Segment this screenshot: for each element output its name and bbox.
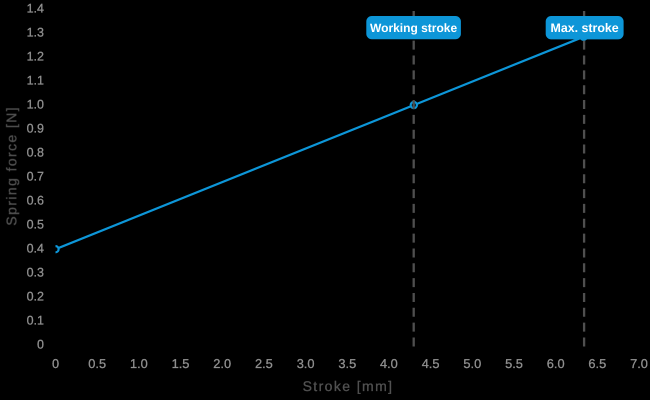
svg-text:0.2: 0.2 [27, 290, 44, 304]
svg-text:5.0: 5.0 [463, 356, 481, 371]
svg-text:0.1: 0.1 [27, 314, 44, 328]
svg-text:1.1: 1.1 [27, 74, 44, 88]
svg-text:0.8: 0.8 [27, 146, 44, 160]
svg-text:3.5: 3.5 [338, 356, 356, 371]
svg-text:0.6: 0.6 [27, 194, 44, 208]
svg-text:0.7: 0.7 [27, 170, 44, 184]
svg-text:6.0: 6.0 [547, 356, 565, 371]
svg-text:6.5: 6.5 [588, 356, 606, 371]
svg-text:Spring force [N]: Spring force [N] [3, 106, 19, 226]
svg-text:Max. stroke: Max. stroke [551, 21, 619, 35]
svg-text:0: 0 [52, 356, 59, 371]
svg-text:4.5: 4.5 [422, 356, 440, 371]
svg-text:0.5: 0.5 [88, 356, 106, 371]
svg-text:Working stroke: Working stroke [370, 21, 457, 35]
svg-text:0.5: 0.5 [27, 218, 44, 232]
svg-text:1.4: 1.4 [27, 2, 44, 16]
svg-text:4.0: 4.0 [380, 356, 398, 371]
svg-text:0.4: 0.4 [27, 242, 44, 256]
svg-text:1.0: 1.0 [130, 356, 148, 371]
svg-text:2.0: 2.0 [213, 356, 231, 371]
svg-text:2.5: 2.5 [255, 356, 273, 371]
svg-text:1.0: 1.0 [27, 98, 44, 112]
svg-text:3.0: 3.0 [297, 356, 315, 371]
svg-text:0: 0 [37, 338, 44, 352]
svg-text:Stroke [mm]: Stroke [mm] [303, 378, 394, 394]
svg-text:1.2: 1.2 [27, 50, 44, 64]
svg-text:7.0: 7.0 [630, 356, 648, 371]
svg-text:1.5: 1.5 [172, 356, 190, 371]
svg-text:1.3: 1.3 [27, 26, 44, 40]
svg-text:0.9: 0.9 [27, 122, 44, 136]
svg-text:5.5: 5.5 [505, 356, 523, 371]
svg-text:0.3: 0.3 [27, 266, 44, 280]
